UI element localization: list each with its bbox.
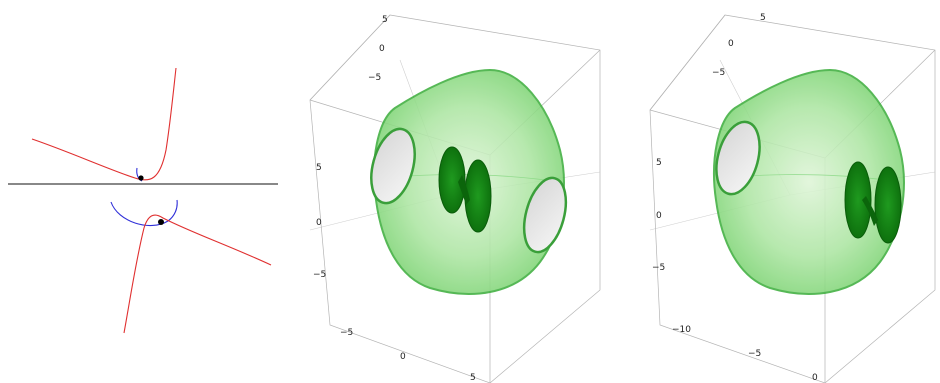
lower-blue-circle-arc — [110, 199, 178, 226]
lower-red-curve — [123, 214, 272, 334]
surface-plot-2: 0 −5 5 5 0 −5 −10 −5 0 — [649, 13, 936, 383]
tick-label: 5 — [382, 15, 388, 25]
tick-label: −5 — [340, 328, 353, 338]
tick-label: 0 — [379, 44, 385, 54]
tick-label: −5 — [368, 73, 381, 83]
upper-contact-dot — [138, 175, 144, 181]
tick-label: 5 — [470, 373, 476, 383]
left-opening — [715, 120, 761, 196]
tick-label: −10 — [672, 325, 691, 335]
tick-label: 0 — [728, 39, 734, 49]
tick-label: −5 — [712, 68, 725, 78]
tick-label: −5 — [652, 263, 665, 273]
upper-red-curve — [31, 67, 177, 181]
tick-labels: 0 −5 5 5 0 −5 −5 0 5 — [313, 15, 476, 383]
right-opening — [522, 176, 568, 254]
inner-bowtie-surface — [438, 146, 492, 233]
inner-bowtie-surface — [844, 161, 902, 244]
surface-plot-1: 0 −5 5 5 0 −5 −5 0 5 — [309, 14, 601, 383]
tick-label: 0 — [812, 373, 818, 383]
tick-label: 5 — [656, 158, 662, 168]
lower-contact-dot — [158, 219, 164, 225]
curves-diagram — [8, 67, 278, 334]
tick-label: 0 — [400, 352, 406, 362]
tick-label: 5 — [760, 13, 766, 23]
tick-label: 5 — [316, 163, 322, 173]
tick-label: −5 — [748, 349, 761, 359]
left-opening — [370, 127, 416, 205]
tick-label: 0 — [316, 218, 322, 228]
tick-labels: 0 −5 5 5 0 −5 −10 −5 0 — [652, 13, 818, 383]
tick-label: −5 — [313, 270, 326, 280]
tick-label: 0 — [656, 211, 662, 221]
